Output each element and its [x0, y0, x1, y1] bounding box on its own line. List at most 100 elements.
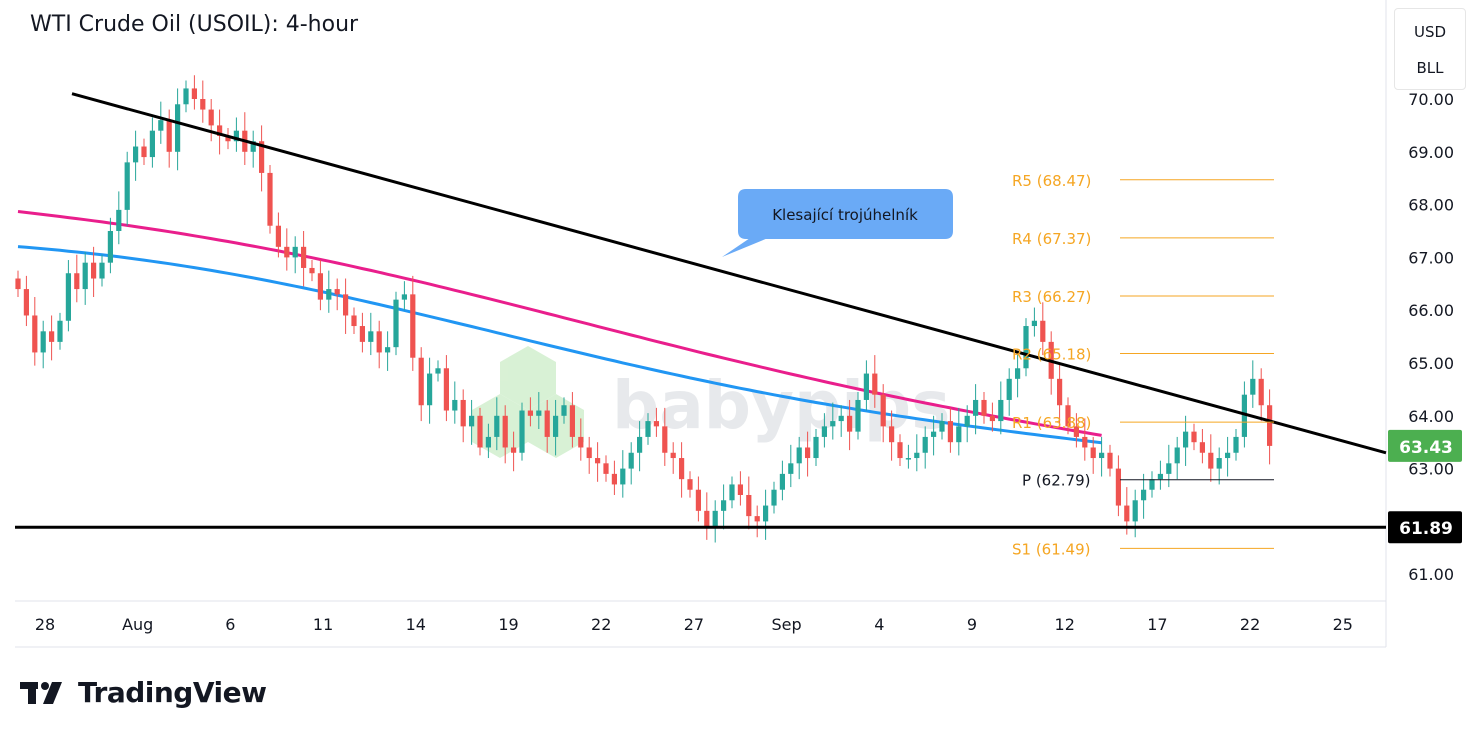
- candle-body: [1267, 405, 1273, 446]
- candle-body: [15, 278, 21, 290]
- candle-body: [603, 463, 609, 474]
- callout-text: Klesající trojúhelník: [772, 206, 918, 224]
- candle-body: [1040, 320, 1046, 342]
- x-tick-label: 9: [967, 615, 977, 634]
- candle-body: [1090, 447, 1096, 459]
- candle-body: [1166, 463, 1172, 474]
- x-tick-label: 19: [498, 615, 518, 634]
- candle-body: [830, 421, 836, 427]
- candle-body: [401, 294, 407, 300]
- descending-trendline: [71, 92, 1387, 455]
- candle-body: [679, 458, 685, 480]
- candle-body: [788, 463, 794, 474]
- callout-box: [738, 189, 953, 239]
- candle-body: [99, 262, 105, 279]
- candle-body: [1082, 436, 1088, 448]
- candle-body: [771, 489, 777, 506]
- candle-body: [620, 468, 626, 485]
- candle-body: [393, 299, 399, 348]
- candle-body: [1241, 394, 1247, 437]
- candle-body: [200, 99, 206, 110]
- candle-body: [889, 426, 895, 443]
- tradingview-logo[interactable]: TradingView: [20, 676, 267, 709]
- current-price-label: 63.43: [1399, 438, 1453, 458]
- candle-body: [519, 410, 525, 453]
- candle-body: [821, 426, 827, 437]
- candle-body: [1157, 473, 1163, 480]
- candle-body: [141, 146, 147, 158]
- candle-body: [763, 505, 769, 522]
- candle-body: [704, 510, 710, 527]
- candle-body: [653, 421, 659, 427]
- candle-body: [737, 484, 743, 495]
- candle-body: [586, 447, 592, 459]
- candle-body: [1199, 442, 1205, 453]
- candle-body: [427, 373, 433, 406]
- callout: Klesající trojúhelník: [722, 189, 953, 257]
- candle-body: [435, 368, 441, 374]
- candle-body: [687, 479, 693, 490]
- y-tick-label: 65.00: [1408, 354, 1454, 373]
- candle-body: [275, 225, 281, 247]
- x-tick-label: Sep: [772, 615, 802, 634]
- pivot-label: R3 (66.27): [1012, 288, 1091, 306]
- x-tick-label: 11: [313, 615, 333, 634]
- y-tick-label: 69.00: [1408, 143, 1454, 162]
- candle-body: [485, 436, 491, 448]
- candle-body: [729, 484, 735, 501]
- candle-body: [754, 516, 760, 522]
- candle-body: [1073, 426, 1079, 437]
- candle-body: [536, 410, 542, 416]
- candle-body: [225, 135, 231, 142]
- candle-body: [847, 415, 853, 432]
- candle-body: [973, 399, 979, 416]
- candle-body: [939, 421, 945, 432]
- candle-body: [1124, 505, 1130, 522]
- candle-body: [359, 326, 365, 342]
- candle-body: [376, 331, 382, 353]
- candle-body: [880, 394, 886, 427]
- candle-body: [343, 294, 349, 316]
- candle-body: [292, 246, 298, 258]
- candle-body: [49, 331, 55, 342]
- levels: R5 (68.47) R4 (67.37) R3 (66.27) R2 (65.18)…: [15, 92, 1387, 558]
- candle-body: [82, 262, 88, 290]
- candle-body: [695, 489, 701, 511]
- candle-body: [1006, 378, 1012, 400]
- candle-body: [1115, 468, 1121, 506]
- pivot-label: R2 (65.18): [1012, 345, 1091, 363]
- candle-body: [57, 320, 63, 342]
- y-tick-label: 70.00: [1408, 90, 1454, 109]
- candle-body: [897, 442, 903, 459]
- candle-body: [595, 458, 601, 464]
- support-price-label: 61.89: [1399, 519, 1453, 539]
- candle-body: [23, 289, 29, 316]
- unit-selector[interactable]: USD BLL: [1394, 8, 1466, 90]
- candle-body: [956, 426, 962, 443]
- candle-body: [267, 172, 273, 226]
- candle-body: [637, 436, 643, 453]
- candle-body: [217, 125, 223, 136]
- x-tick-label: 14: [406, 615, 426, 634]
- x-tick-label: 17: [1147, 615, 1167, 634]
- candle-body: [502, 415, 508, 448]
- candle-body: [1065, 405, 1071, 427]
- ma-slow-line: [17, 210, 1102, 437]
- candle-body: [813, 436, 819, 459]
- candle-body: [149, 130, 155, 158]
- candle-body: [301, 246, 307, 268]
- y-tick-label: 63.00: [1408, 460, 1454, 479]
- candle-body: [721, 500, 727, 511]
- candle-body: [998, 399, 1004, 422]
- y-tick-label: 61.00: [1408, 565, 1454, 584]
- current-price-badge: [1388, 429, 1462, 462]
- candle-body: [561, 405, 567, 416]
- babypips-watermark: babypips: [472, 346, 950, 458]
- candle-body: [1099, 452, 1105, 459]
- y-tick-label: 68.00: [1408, 196, 1454, 215]
- candle-body: [670, 452, 676, 459]
- pivot-label: P (62.79): [1022, 472, 1090, 490]
- candle-body: [208, 109, 214, 126]
- candle-body: [334, 289, 340, 295]
